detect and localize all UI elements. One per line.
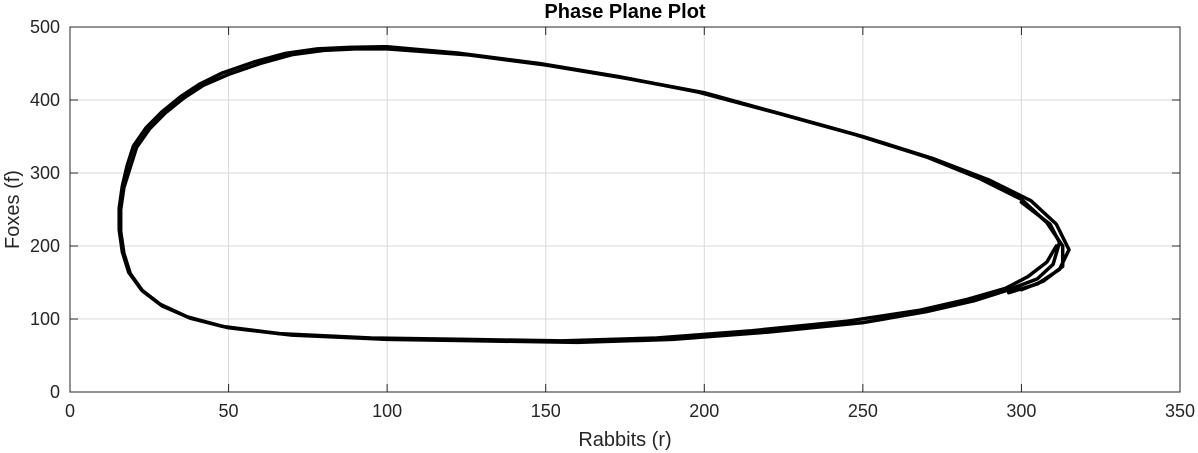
y-tick-label: 400 <box>30 90 60 110</box>
series-layer <box>117 44 1071 345</box>
y-tick-label: 0 <box>50 382 60 402</box>
x-tick-label: 50 <box>219 401 239 421</box>
chart-title: Phase Plane Plot <box>544 1 706 23</box>
trajectory-line <box>117 44 1065 343</box>
x-tick-label: 100 <box>372 401 402 421</box>
y-axis-label: Foxes (f) <box>2 170 24 249</box>
y-tick-label: 300 <box>30 163 60 183</box>
y-tick-label: 100 <box>30 309 60 329</box>
y-tick-label: 200 <box>30 236 60 256</box>
y-tick-label: 500 <box>30 17 60 37</box>
x-tick-label: 0 <box>65 401 75 421</box>
x-tick-label: 200 <box>689 401 719 421</box>
ticks: 0 50 100 150 200 250 300 350 0 100 200 300 400 500 <box>30 17 1195 421</box>
x-tick-label: 250 <box>848 401 878 421</box>
axes-box <box>69 26 1181 393</box>
x-tick-label: 150 <box>531 401 561 421</box>
x-tick-label: 350 <box>1165 401 1195 421</box>
x-tick-label: 300 <box>1006 401 1036 421</box>
trajectory-line <box>118 47 1071 345</box>
x-axis-label: Rabbits (r) <box>578 429 671 451</box>
